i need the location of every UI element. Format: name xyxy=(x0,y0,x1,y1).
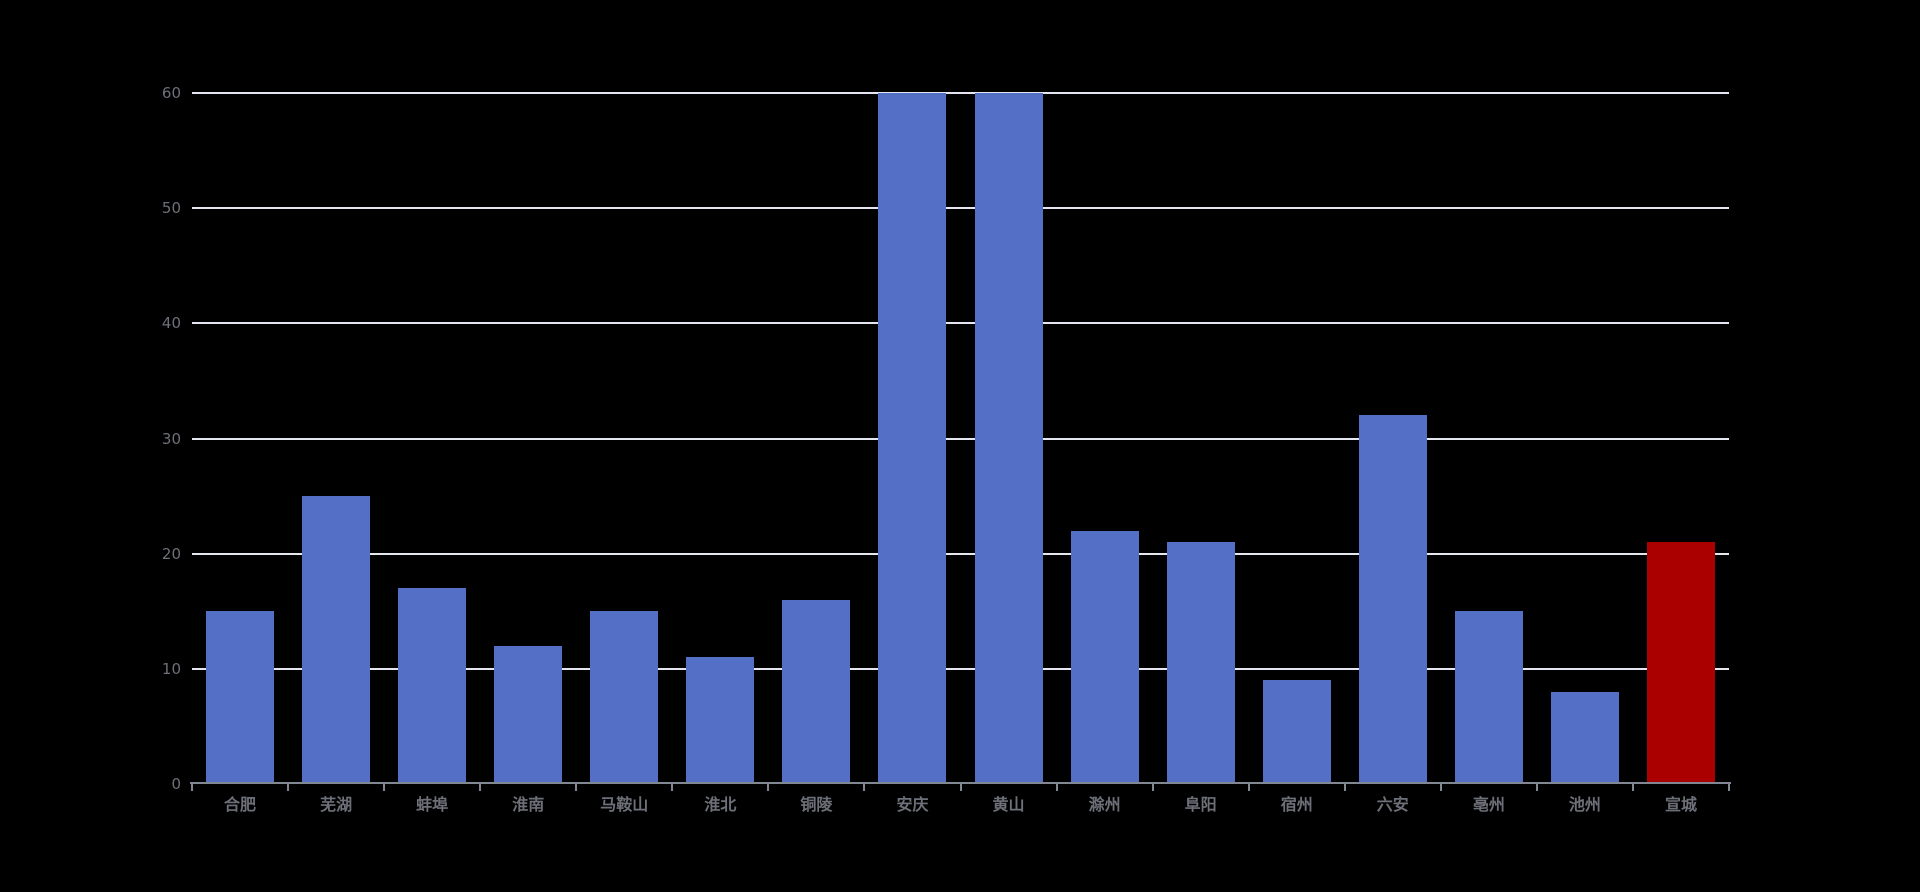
x-axis-category-label: 马鞍山 xyxy=(600,795,649,814)
bar[interactable] xyxy=(1646,542,1715,784)
gridline xyxy=(192,552,1729,555)
x-axis-category-label: 六安 xyxy=(1376,795,1409,814)
bar[interactable] xyxy=(974,93,1043,784)
gridline xyxy=(192,207,1729,210)
x-axis-category-label: 合肥 xyxy=(224,795,257,814)
x-axis-tick xyxy=(863,784,866,791)
x-axis-category-label: 黄山 xyxy=(992,795,1025,814)
x-axis-tick xyxy=(1439,784,1442,791)
x-axis-tick xyxy=(575,784,578,791)
x-axis-category-label: 淮北 xyxy=(704,795,737,814)
x-axis-category-label: 亳州 xyxy=(1472,795,1505,814)
bar[interactable] xyxy=(1358,415,1427,784)
y-axis-tick-label: 50 xyxy=(161,199,181,218)
y-axis-tick-label: 0 xyxy=(171,775,181,793)
bar[interactable] xyxy=(494,645,563,784)
x-axis-tick xyxy=(1247,784,1250,791)
x-axis-category-label: 阜阳 xyxy=(1184,795,1217,814)
bar[interactable] xyxy=(398,588,467,784)
gridline xyxy=(192,92,1729,94)
x-axis-tick xyxy=(1055,784,1058,791)
bar[interactable] xyxy=(686,657,755,784)
x-axis-category-label: 铜陵 xyxy=(800,795,833,814)
y-axis-tick-label: 30 xyxy=(161,429,181,448)
gridline xyxy=(192,437,1729,440)
bar[interactable] xyxy=(590,611,659,784)
x-axis-category-label: 蚌埠 xyxy=(416,795,449,814)
x-axis-category-label: 滁州 xyxy=(1088,795,1121,814)
x-axis-tick xyxy=(767,784,770,791)
x-axis-tick xyxy=(1631,784,1634,791)
x-axis-tick xyxy=(191,784,193,791)
x-axis-category-label: 安庆 xyxy=(896,795,929,814)
y-axis-tick-label: 60 xyxy=(161,84,181,102)
bar[interactable] xyxy=(1166,542,1235,784)
y-axis-tick-label: 10 xyxy=(161,659,181,678)
bar[interactable] xyxy=(1550,691,1619,784)
bar[interactable] xyxy=(1454,611,1523,784)
bar[interactable] xyxy=(302,496,371,784)
x-axis-tick xyxy=(959,784,962,791)
gridline xyxy=(192,667,1729,670)
x-axis-tick xyxy=(479,784,482,791)
x-axis-tick xyxy=(1728,784,1730,791)
bar[interactable] xyxy=(1262,680,1331,784)
bar[interactable] xyxy=(206,611,275,784)
x-axis-tick xyxy=(287,784,290,791)
y-axis-tick-label: 20 xyxy=(161,544,181,563)
gridline xyxy=(192,322,1729,325)
x-axis-category-label: 池州 xyxy=(1568,795,1601,814)
x-axis-tick xyxy=(383,784,386,791)
y-axis-tick-label: 40 xyxy=(161,314,181,333)
bar[interactable] xyxy=(878,93,947,784)
x-axis-category-label: 芜湖 xyxy=(320,795,353,814)
bar[interactable] xyxy=(782,599,851,784)
x-axis-tick xyxy=(1151,784,1154,791)
x-axis-line xyxy=(190,782,1731,784)
x-axis-tick xyxy=(1343,784,1346,791)
x-axis-tick xyxy=(671,784,674,791)
x-axis-tick xyxy=(1535,784,1538,791)
x-axis-category-label: 宿州 xyxy=(1280,795,1313,814)
x-axis-category-label: 宣城 xyxy=(1664,795,1697,814)
bar[interactable] xyxy=(1070,530,1139,784)
x-axis-category-label: 淮南 xyxy=(512,795,545,814)
